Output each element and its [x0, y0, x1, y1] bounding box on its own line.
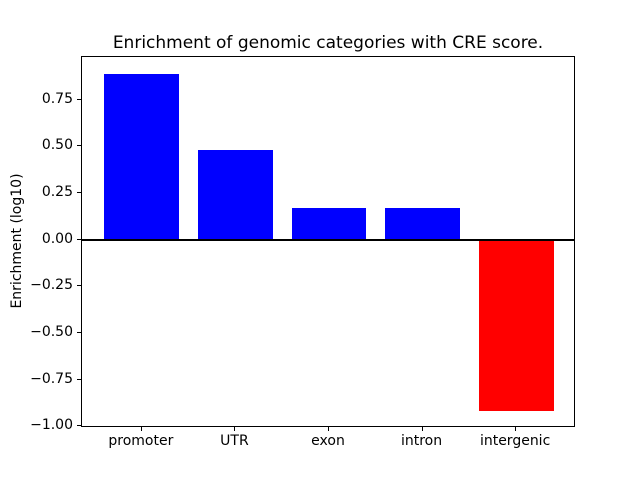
y-tick-mark: [77, 425, 81, 427]
x-tick-label-exon: exon: [311, 433, 345, 449]
x-tick-mark: [421, 427, 423, 431]
y-tick-mark: [77, 378, 81, 380]
bar-intergenic: [478, 239, 554, 412]
y-tick-label: 0.50: [41, 137, 73, 154]
y-tick-label: −0.25: [30, 277, 73, 294]
y-tick-label: 0.00: [41, 230, 73, 247]
y-tick-label: −0.50: [30, 323, 73, 340]
plot-area: [81, 56, 575, 427]
y-tick-mark: [77, 145, 81, 147]
y-tick-label: −1.00: [30, 417, 73, 434]
x-tick-label-UTR: UTR: [220, 433, 249, 449]
y-tick-mark: [77, 285, 81, 287]
y-tick-label: 0.75: [41, 90, 73, 107]
y-tick-mark: [77, 192, 81, 194]
x-tick-mark: [234, 427, 236, 431]
x-tick-mark: [515, 427, 517, 431]
y-tick-label: 0.25: [41, 184, 73, 201]
y-tick-mark: [77, 331, 81, 333]
y-tick-mark: [77, 238, 81, 240]
chart-title: Enrichment of genomic categories with CR…: [112, 33, 544, 53]
bar-intron: [385, 208, 460, 240]
y-tick-mark: [77, 98, 81, 100]
zero-line: [82, 238, 574, 241]
x-tick-label-promoter: promoter: [108, 433, 174, 449]
bar-UTR: [198, 150, 273, 240]
x-tick-label-intergenic: intergenic: [479, 433, 551, 449]
y-tick-label: −0.75: [30, 370, 73, 387]
bar-exon: [291, 208, 367, 240]
x-tick-mark: [140, 427, 142, 431]
x-tick-mark: [328, 427, 329, 431]
x-tick-label-intron: intron: [400, 433, 443, 449]
bar-promoter: [104, 73, 180, 240]
